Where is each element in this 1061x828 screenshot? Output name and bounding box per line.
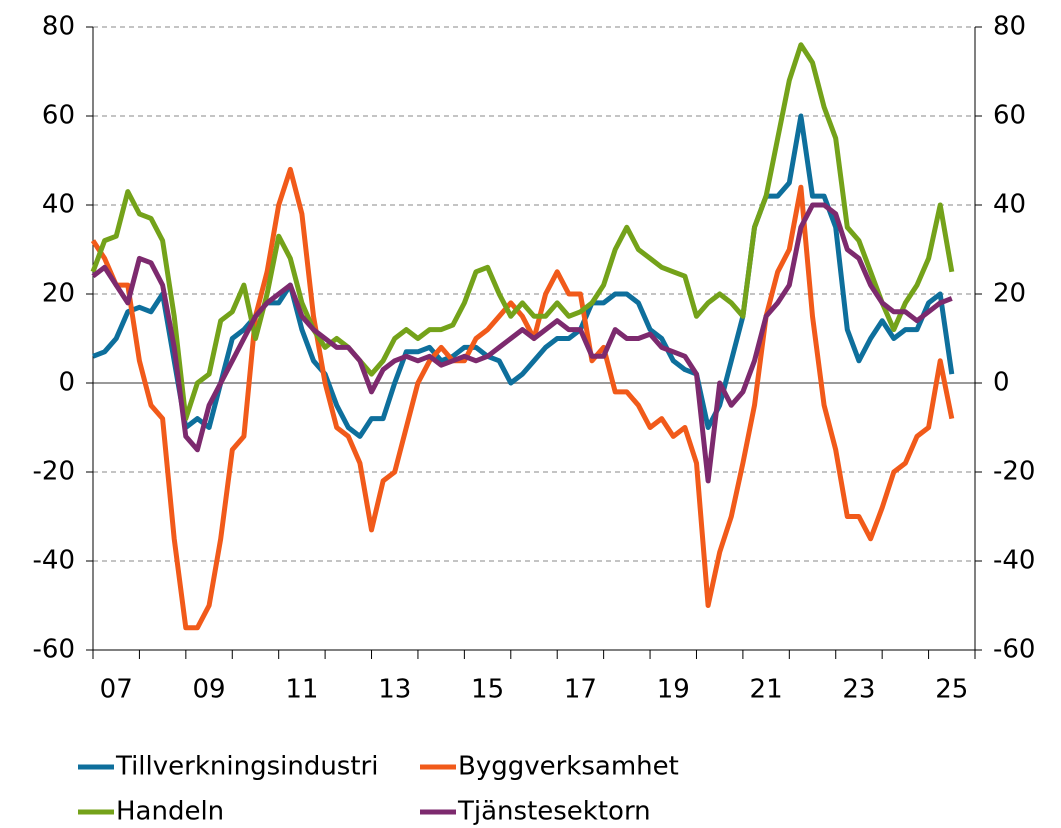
x-tick-label: 19 xyxy=(657,675,690,705)
y2-tick-label: 0 xyxy=(993,368,1010,398)
x-tick-label: 09 xyxy=(193,675,226,705)
y2-tick-label: 60 xyxy=(993,101,1026,131)
y-tick-label: -40 xyxy=(33,546,75,576)
x-tick-label: 25 xyxy=(935,675,968,705)
series-line xyxy=(91,202,953,484)
y-tick-label: -20 xyxy=(33,457,75,487)
legend-label: Tjänstesektorn xyxy=(457,797,651,827)
y-tick-label: 60 xyxy=(42,101,75,131)
x-tick-label: 15 xyxy=(471,675,504,705)
y2-tick-label: -40 xyxy=(993,546,1035,576)
y2-tick-label: 20 xyxy=(993,279,1026,309)
series-line xyxy=(90,42,955,422)
x-tick-label: 11 xyxy=(285,675,318,705)
legend-label: Byggverksamhet xyxy=(458,752,679,782)
y-tick-label: 20 xyxy=(42,279,75,309)
y-tick-label: 40 xyxy=(42,190,75,220)
legend-label: Handeln xyxy=(116,797,224,827)
series-line xyxy=(90,166,955,631)
y2-tick-label: -20 xyxy=(993,457,1035,487)
y-tick-label: 80 xyxy=(42,12,75,42)
y2-tick-label: -60 xyxy=(993,635,1035,665)
y2-tick-label: 80 xyxy=(993,12,1026,42)
x-tick-label: 07 xyxy=(100,675,133,705)
x-tick-label: 23 xyxy=(842,675,875,705)
y-tick-label: -60 xyxy=(33,635,75,665)
y-tick-label: 0 xyxy=(58,368,75,398)
legend-label: Tillverkningsindustri xyxy=(115,752,378,782)
x-tick-label: 21 xyxy=(750,675,783,705)
x-tick-label: 13 xyxy=(378,675,411,705)
y2-tick-label: 40 xyxy=(993,190,1026,220)
series-line xyxy=(92,113,955,439)
x-tick-label: 17 xyxy=(564,675,597,705)
